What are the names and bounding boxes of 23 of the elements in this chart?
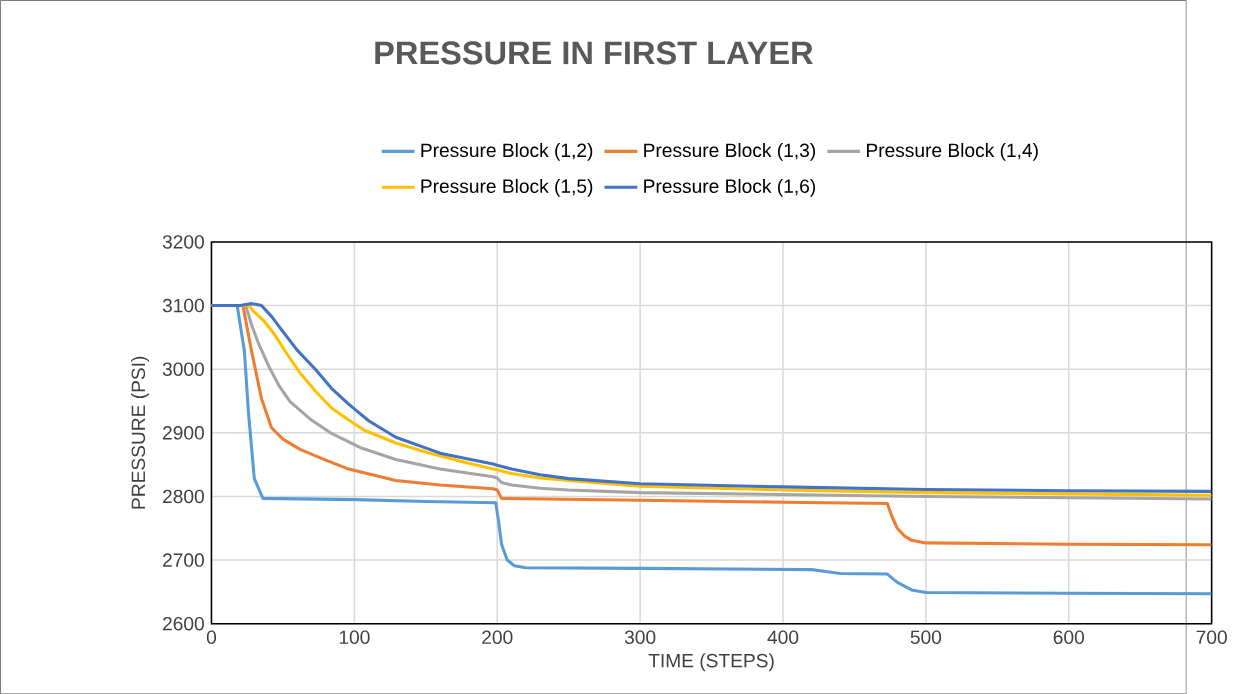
x-tick-label: 500 bbox=[910, 630, 942, 644]
y-axis-title: PRESSURE (PSI) bbox=[131, 356, 149, 509]
y-tick-label: 3100 bbox=[162, 298, 204, 313]
x-tick-label: 700 bbox=[1196, 630, 1227, 644]
x-tick-label: 100 bbox=[339, 630, 370, 644]
x-tick-label: 0 bbox=[206, 630, 217, 644]
legend-label: Pressure Block (1,3) bbox=[644, 142, 816, 161]
y-tick-label: 3000 bbox=[162, 362, 204, 376]
legend-label: Pressure Block (1,6) bbox=[644, 178, 816, 197]
y-tick-label: 2700 bbox=[163, 553, 204, 567]
x-tick-label: 600 bbox=[1053, 630, 1084, 644]
x-tick-label: 400 bbox=[767, 630, 799, 644]
legend-label: Pressure Block (1,2) bbox=[421, 142, 593, 161]
y-tick-label: 2900 bbox=[163, 425, 204, 440]
y-tick-label: 2600 bbox=[163, 616, 204, 631]
x-tick-label: 200 bbox=[482, 630, 513, 644]
x-tick-label: 300 bbox=[624, 630, 656, 644]
legend-label: Pressure Block (1,4) bbox=[866, 142, 1038, 161]
y-tick-label: 2800 bbox=[163, 489, 204, 504]
x-axis-title: TIME (STEPS) bbox=[648, 653, 774, 672]
chart-title: PRESSURE IN FIRST LAYER bbox=[375, 41, 813, 65]
y-tick-label: 3200 bbox=[162, 234, 204, 249]
legend-label: Pressure Block (1,5) bbox=[421, 178, 593, 197]
